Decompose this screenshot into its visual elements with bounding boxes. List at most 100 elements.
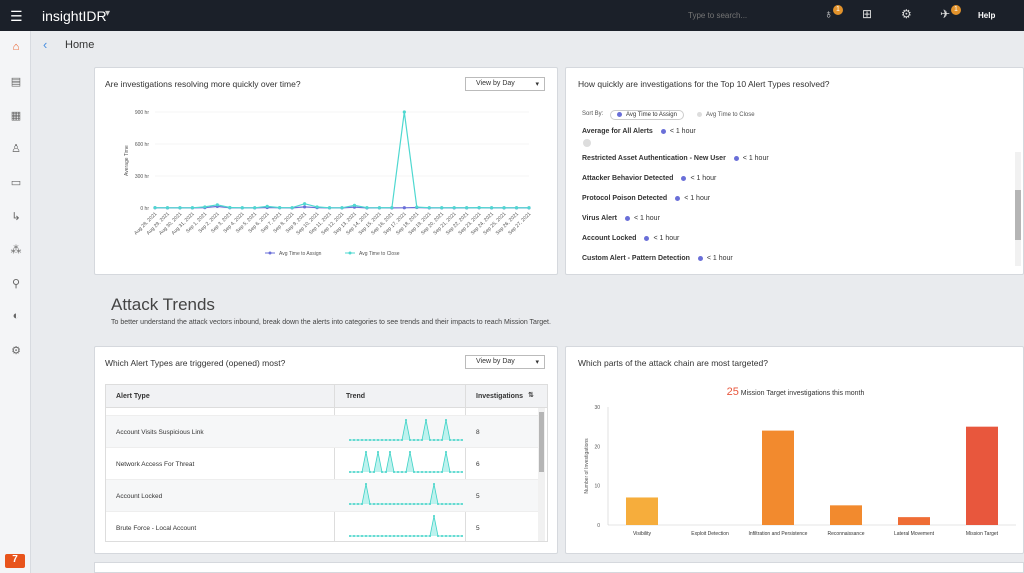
col-investigations[interactable]: Investigations [476, 393, 524, 400]
bar [626, 497, 658, 525]
x-tick-label: Exploit Detection [691, 531, 729, 537]
sparkline-path [350, 515, 462, 537]
view-by-dropdown[interactable]: View by Day ▾ [465, 77, 545, 91]
scrollbar[interactable] [1015, 152, 1021, 266]
dot-icon [617, 112, 622, 117]
alert-name: Protocol Poison Detected [582, 195, 668, 202]
sparkline-point [369, 471, 371, 473]
sparkline-point [405, 535, 407, 537]
alert-type-cell: Account Locked [116, 493, 163, 500]
table-row[interactable] [106, 408, 538, 416]
sparkline-point [429, 503, 431, 505]
dot-icon [625, 215, 631, 221]
x-tick-label: Reconnaissance [828, 531, 865, 537]
sparkline-point [445, 503, 447, 505]
y-axis-label: Number of Investigations [584, 438, 590, 494]
globe-icon[interactable]: ◐ [12, 310, 20, 322]
home-icon[interactable]: ⌂ [12, 41, 20, 53]
data-point [465, 206, 469, 210]
sort-assign-toggle[interactable]: Avg Time to Assign [610, 110, 684, 121]
sparkline-point [461, 535, 463, 537]
data-point [377, 206, 381, 210]
left-sidebar: ⌂ ▤ ▦ ♙ ▭ ↳ ⁂ ⚲ ◐ ⚙ 7 [0, 31, 31, 573]
alert-name: Restricted Asset Authentication - New Us… [582, 155, 726, 162]
top-nav-bar: ☰ insightIDR ▾ ♁ 1 ⊞ ⚙ ✈ 1 Help [0, 0, 1024, 31]
headline: 25 Mission Target investigations this mo… [566, 386, 1024, 398]
x-tick-label: Visibility [633, 531, 651, 537]
sparkline-point [433, 471, 435, 473]
alert-name: Virus Alert [582, 215, 618, 222]
sparkline-point [437, 535, 439, 537]
rocket-icon[interactable]: ✈ [940, 7, 951, 21]
dot-icon [675, 195, 681, 201]
dot-icon [681, 175, 687, 181]
sparkline-point [441, 503, 443, 505]
alert-type-cell: Brute Force - Local Account [116, 525, 197, 532]
dashboard-icon[interactable]: ▦ [10, 110, 22, 122]
apps-add-icon[interactable]: ⊞ [862, 7, 873, 21]
top-alert-types-panel: How quickly are investigations for the T… [565, 67, 1024, 275]
col-alert-type[interactable]: Alert Type [116, 393, 150, 400]
notification-badge: 1 [833, 5, 843, 15]
chevron-down-icon[interactable]: ▾ [105, 8, 111, 19]
dot-icon [697, 255, 703, 261]
sparkline-point [449, 471, 451, 473]
sparkline-point [421, 503, 423, 505]
lightbulb-icon[interactable]: ♁ [824, 7, 833, 21]
sort-arrows-icon[interactable]: ⇅ [528, 392, 534, 399]
user-icon[interactable]: ♙ [11, 143, 21, 155]
panel-title: Are investigations resolving more quickl… [105, 79, 301, 89]
alert-row[interactable]: Attacker Behavior Detected < 1 hour [582, 175, 716, 182]
scrollbar-thumb[interactable] [539, 412, 544, 472]
hamburger-menu-icon[interactable]: ☰ [10, 8, 23, 24]
alert-row[interactable]: Protocol Poison Detected < 1 hour [582, 195, 710, 202]
table-row[interactable]: Network Access For Threat 6 [106, 448, 538, 480]
view-by-dropdown[interactable]: View by Day ▾ [465, 355, 545, 369]
section-title: Attack Trends [111, 295, 215, 314]
sparkline-point [457, 535, 459, 537]
sparkline-point [353, 471, 355, 473]
help-link[interactable]: Help [978, 11, 996, 20]
sparkline-point [449, 535, 451, 537]
alert-row[interactable]: Account Locked < 1 hour [582, 235, 679, 242]
settings-icon[interactable]: ⚙ [11, 345, 21, 357]
plug-icon[interactable]: ⚲ [11, 278, 21, 290]
trend-sparkline [349, 515, 463, 537]
search-input[interactable] [676, 5, 796, 25]
data-point [502, 206, 506, 210]
investigations-cell: 5 [476, 525, 480, 532]
data-point [203, 205, 207, 209]
sparkline-point [441, 471, 443, 473]
headline-number: 25 [726, 386, 739, 398]
data-point [228, 205, 232, 210]
sparkline-point [365, 483, 367, 485]
sparkline-point [401, 439, 403, 441]
scrollbar[interactable] [538, 408, 545, 541]
report-icon[interactable]: ▤ [10, 76, 22, 88]
bar [830, 505, 862, 525]
alert-row[interactable]: Custom Alert - Pattern Detection < 1 hour [582, 255, 733, 262]
rapid7-logo-icon: 7 [5, 554, 25, 568]
back-chevron-icon[interactable]: ‹ [43, 37, 48, 52]
gear-icon[interactable]: ⚙ [901, 7, 912, 21]
alert-value: < 1 hour [684, 195, 711, 202]
col-trend[interactable]: Trend [346, 393, 366, 400]
sort-close-toggle[interactable]: Avg Time to Close [690, 110, 762, 120]
panel-title: Which Alert Types are triggered (opened)… [105, 358, 286, 368]
table-row[interactable]: Account Locked 5 [106, 480, 538, 512]
scrollbar-thumb[interactable] [1015, 190, 1021, 240]
table-header: Alert Type Trend Investigations ⇅ [106, 385, 547, 408]
alert-row[interactable]: Restricted Asset Authentication - New Us… [582, 155, 769, 162]
monitor-icon[interactable]: ▭ [10, 177, 22, 189]
network-icon[interactable]: ⁂ [10, 244, 22, 256]
alert-row[interactable]: Virus Alert < 1 hour [582, 215, 660, 222]
table-row[interactable]: Brute Force - Local Account 5 [106, 512, 538, 541]
sparkline-point [421, 535, 423, 537]
sparkline-point [453, 471, 455, 473]
workflow-icon[interactable]: ↳ [11, 211, 21, 223]
sparkline-point [365, 535, 367, 537]
data-point [352, 203, 357, 207]
sparkline-point [429, 535, 431, 537]
brand-logo[interactable]: insightIDR [42, 8, 107, 24]
table-row[interactable]: Account Visits Suspicious Link 8 [106, 416, 538, 448]
